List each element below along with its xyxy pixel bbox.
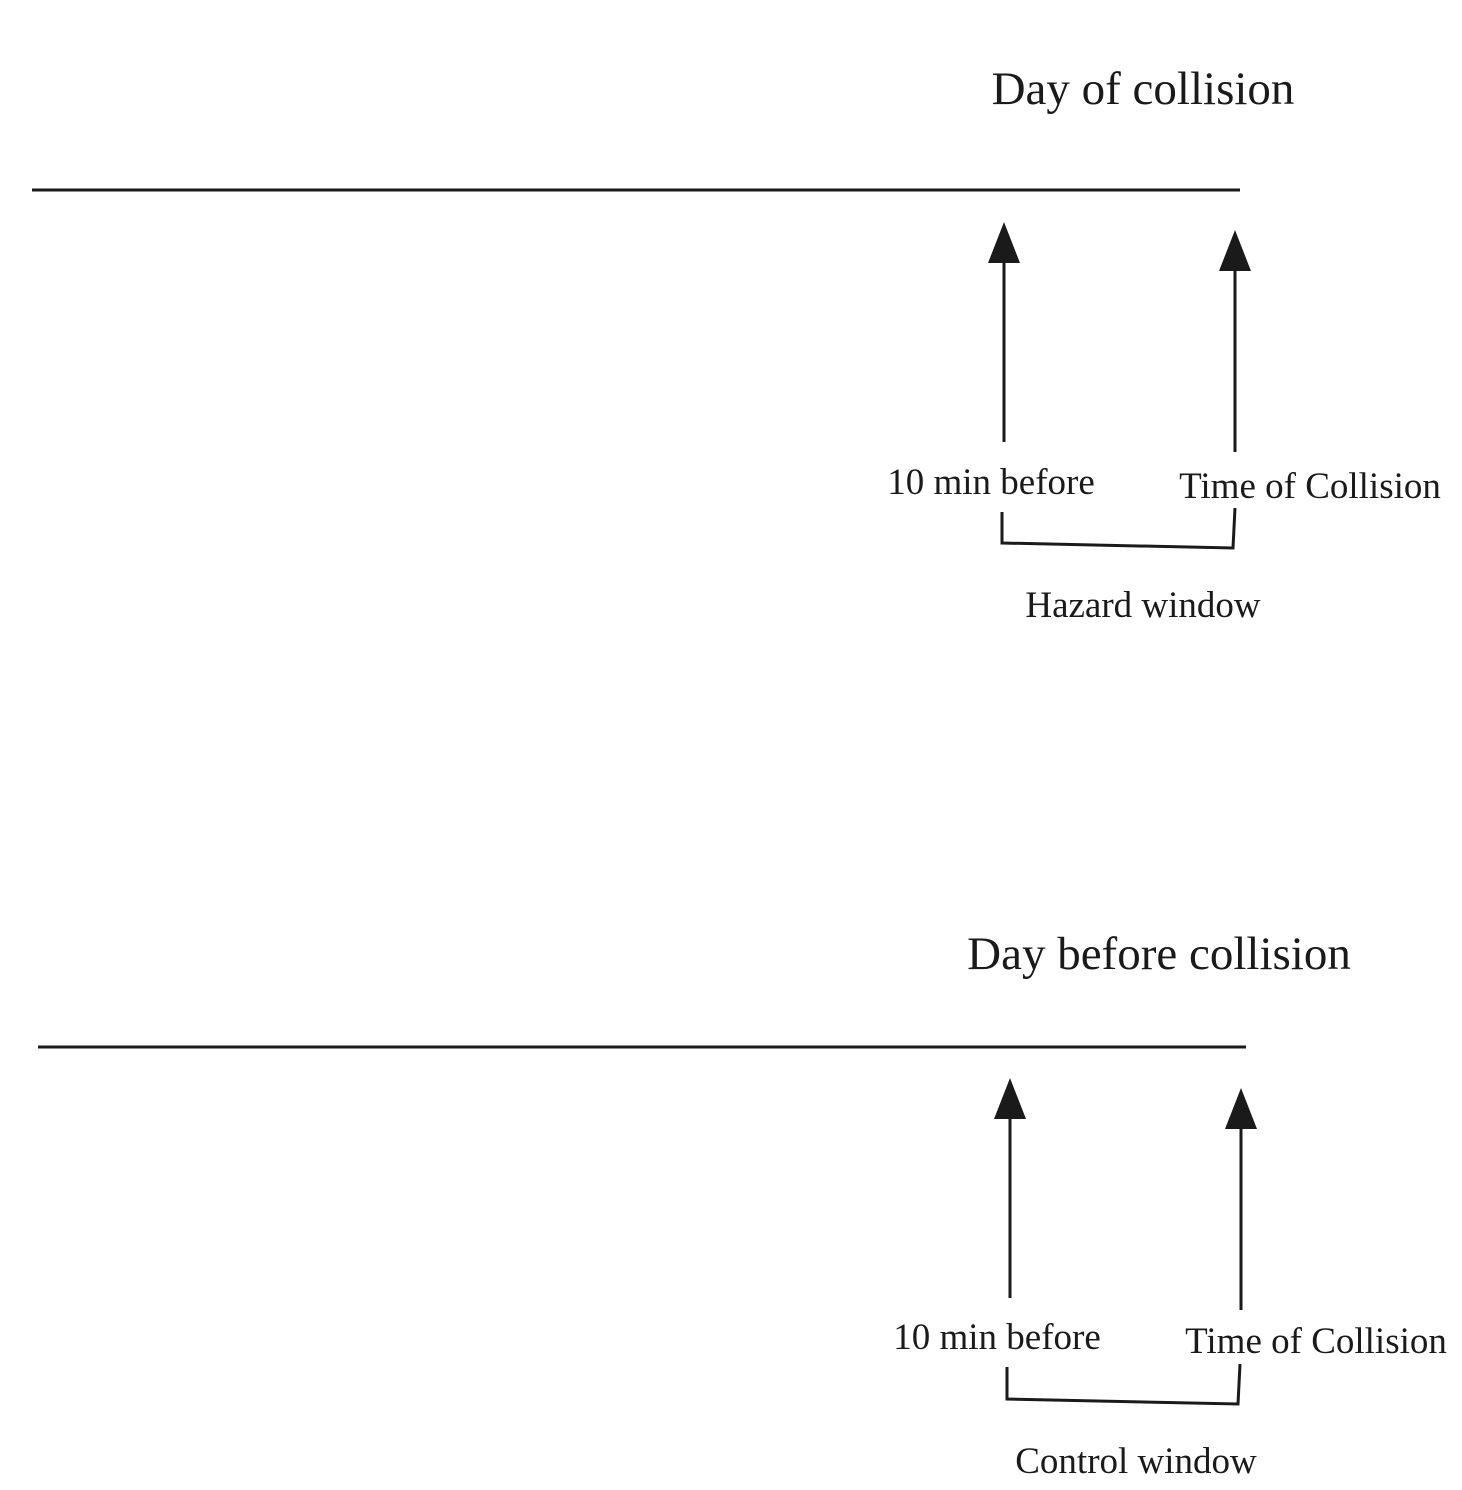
arrowhead-end [1219,230,1251,271]
panel-day-of-collision: Day of collision 10 min before Time of C… [32,63,1441,626]
arrowhead-start [994,1078,1026,1119]
marker-end-label: Time of Collision [1179,466,1441,507]
panel-day-before-collision: Day before collision 10 min before Time … [38,928,1447,1482]
window-bracket [1000,507,1237,550]
arrowhead-start [988,222,1020,263]
marker-start-label: 10 min before [887,462,1095,503]
arrowhead-end [1225,1088,1257,1129]
window-label: Hazard window [1025,585,1261,626]
marker-start-label: 10 min before [893,1317,1101,1358]
panel-title: Day of collision [992,63,1295,115]
window-label: Control window [1015,1441,1257,1482]
panel-title: Day before collision [967,928,1351,980]
marker-end-label: Time of Collision [1185,1321,1447,1362]
window-bracket [1005,1363,1242,1406]
